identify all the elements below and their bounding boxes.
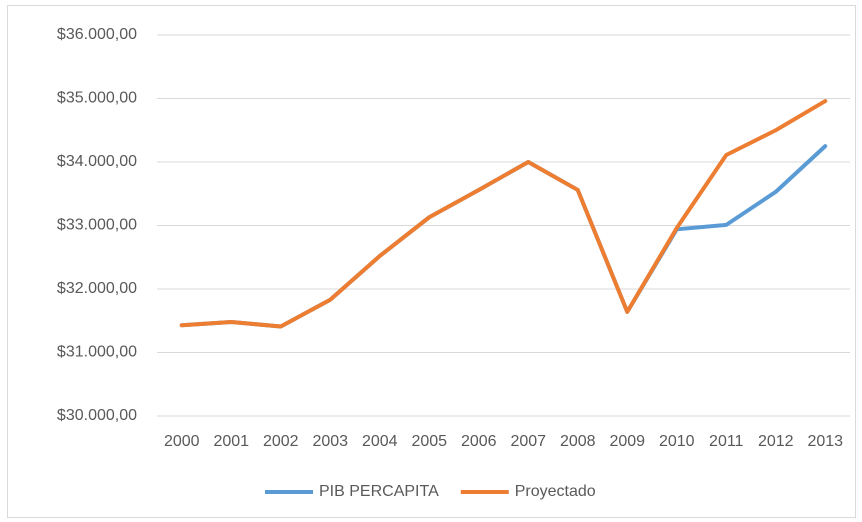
chart-border — [7, 5, 856, 518]
y-tick-label: $33.000,00 — [57, 217, 137, 234]
x-tick-label: 2000 — [164, 433, 200, 450]
y-tick-label: $30.000,00 — [57, 407, 137, 424]
x-tick-label: 2012 — [758, 433, 794, 450]
x-tick-label: 2002 — [263, 433, 299, 450]
y-tick-label: $32.000,00 — [57, 280, 137, 297]
y-tick-label: $31.000,00 — [57, 344, 137, 361]
x-tick-label: 2009 — [609, 433, 645, 450]
x-tick-label: 2010 — [659, 433, 695, 450]
x-tick-label: 2001 — [213, 433, 249, 450]
line-series — [179, 99, 828, 329]
x-tick-label: 2004 — [362, 433, 398, 450]
y-tick-label: $34.000,00 — [57, 153, 137, 170]
x-tick-label: 2003 — [312, 433, 348, 450]
legend-label: Proyectado — [515, 483, 596, 500]
y-tick-label: $36.000,00 — [57, 26, 137, 43]
x-tick-label: 2011 — [709, 433, 744, 450]
legend-label: PIB PERCAPITA — [319, 483, 439, 500]
x-tick-label: 2013 — [807, 433, 843, 450]
x-tick-label: 2005 — [411, 433, 447, 450]
x-tick-label: 2008 — [560, 433, 596, 450]
x-tick-label: 2006 — [461, 433, 497, 450]
y-tick-label: $35.000,00 — [57, 90, 137, 107]
x-tick-label: 2007 — [510, 433, 546, 450]
